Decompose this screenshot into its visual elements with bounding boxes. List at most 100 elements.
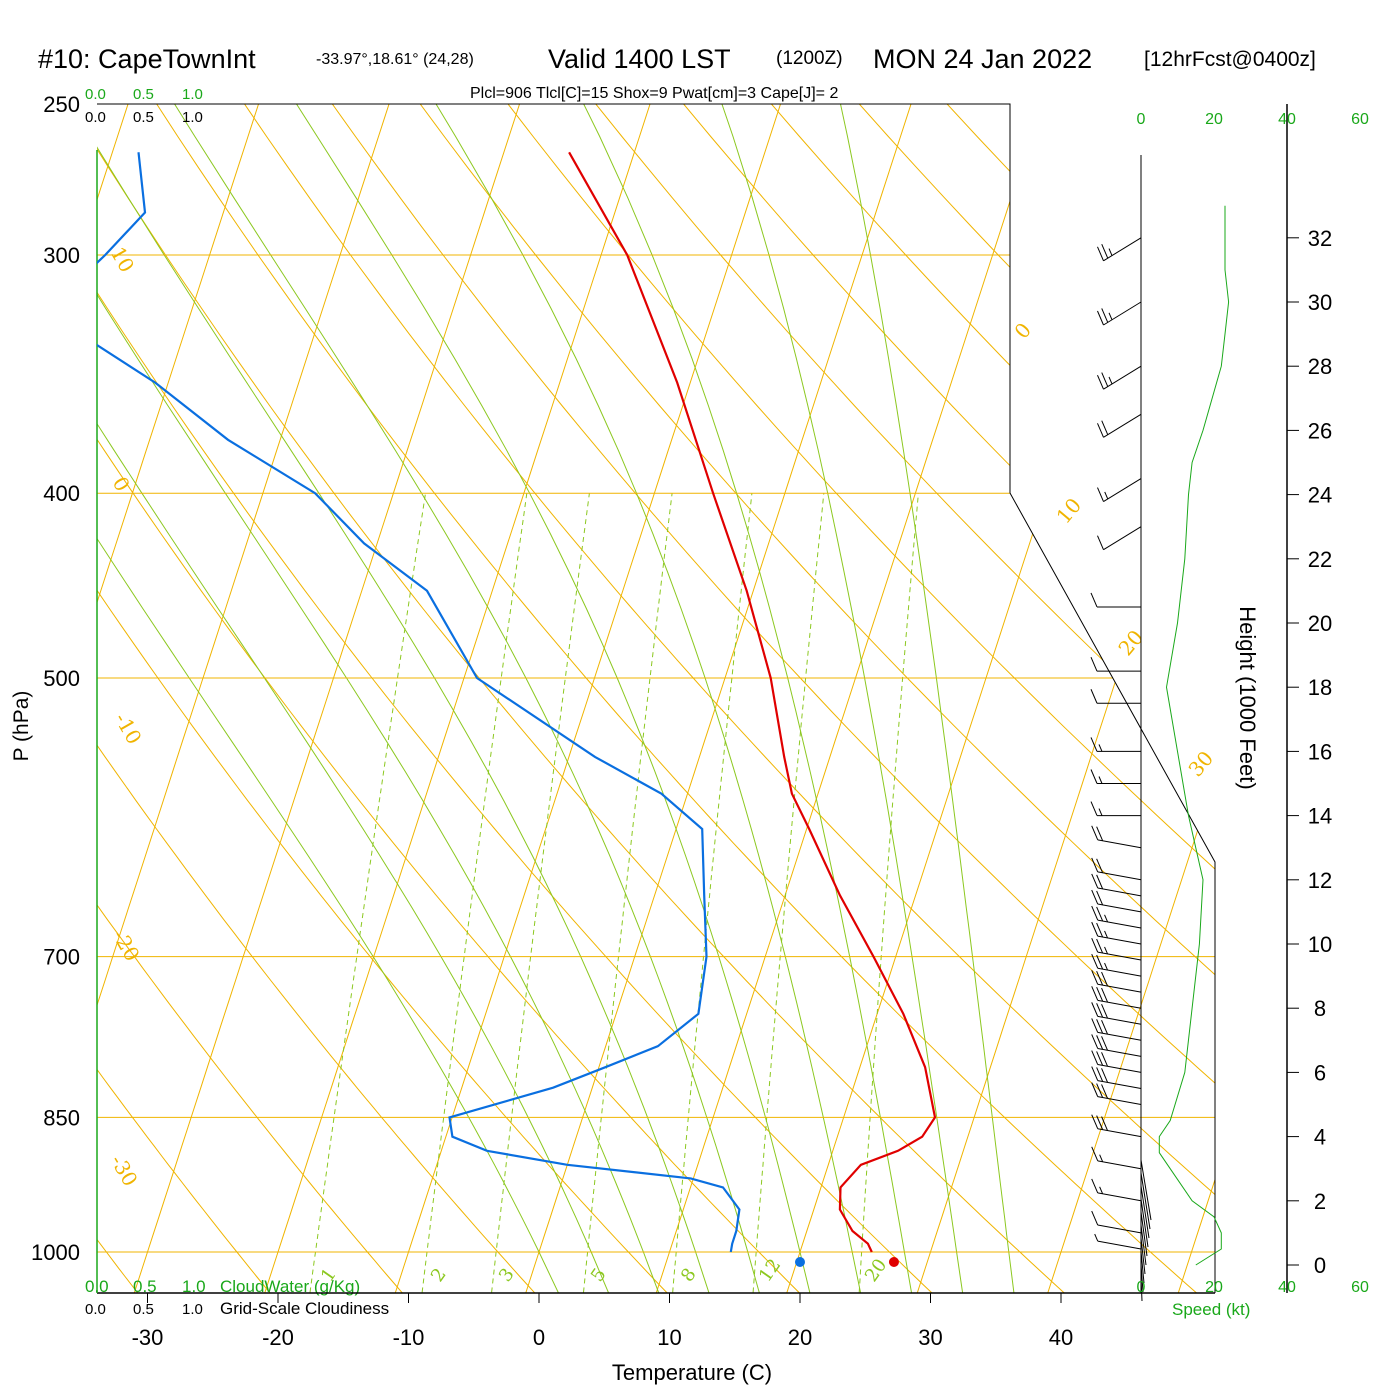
wind-barb-flag — [1097, 535, 1104, 550]
wind-barb-flag — [1101, 308, 1109, 323]
wind-barb-staff — [1097, 1047, 1142, 1057]
wind-barb-flag — [1096, 987, 1104, 1002]
dry-adiabat-line — [742, 104, 1215, 1293]
cloudwater-tick-top: 0.5 — [133, 86, 154, 103]
temperature-tick-label: -20 — [262, 1325, 294, 1350]
wind-barb-halfflag — [1104, 914, 1109, 923]
wind-barb — [1094, 1233, 1142, 1250]
wind-barb — [1090, 592, 1141, 608]
dry-adiabat-line — [97, 104, 436, 1293]
wind-barb-flag — [1091, 825, 1099, 841]
moist-adiabat-line — [152, 104, 771, 1293]
wind-barb-flag — [1091, 857, 1099, 873]
wind-barb-flag — [1097, 246, 1104, 261]
wind-barbs — [1090, 237, 1152, 1302]
wind-barb-staff — [1103, 478, 1142, 502]
wind-barb-flag — [1090, 769, 1098, 784]
dry-adiabat-label: -20 — [108, 926, 145, 966]
height-tick-label: 24 — [1308, 483, 1332, 508]
wind-barb-flag — [1091, 905, 1099, 921]
isotherm-line — [0, 70, 9, 1331]
wind-barb — [1091, 1034, 1142, 1057]
wind-barb-flag — [1091, 1082, 1099, 1097]
wind-barb-flag — [1091, 986, 1099, 1001]
wind-barb-flag — [1096, 1083, 1104, 1098]
height-tick-label: 22 — [1308, 547, 1332, 572]
surface-barb — [1140, 1185, 1150, 1239]
mixing-ratio-label: 2 — [427, 1264, 451, 1285]
dry-adiabat-line — [97, 104, 570, 1293]
wind-barb-flag — [1096, 970, 1104, 986]
dry-adiabat-line — [308, 104, 1215, 1293]
wind-barb-flag — [1091, 1178, 1099, 1194]
isotherm-line — [643, 104, 1053, 1293]
dry-adiabat-line — [568, 104, 1215, 1293]
height-tick-label: 16 — [1308, 739, 1332, 764]
height-tick-label: 28 — [1308, 354, 1332, 379]
wind-barb — [1097, 301, 1142, 326]
wind-barb-flag — [1097, 310, 1104, 326]
wind-barb-halfflag — [1108, 376, 1113, 385]
wind-barb — [1097, 413, 1142, 438]
isotherm-line — [97, 104, 401, 1293]
wind-barb — [1091, 1210, 1142, 1234]
isotherm-line — [121, 104, 531, 1293]
moist-adiabat-line — [97, 104, 722, 1293]
mixing-ratio-label: 8 — [677, 1264, 701, 1285]
wind-barb-flag — [1091, 970, 1099, 985]
dry-adiabat-line — [97, 104, 1107, 1293]
valid-time: Valid 1400 LST — [548, 44, 731, 74]
wind-barb-staff — [1097, 967, 1142, 977]
dry-adiabat-label: 20 — [1113, 625, 1148, 660]
isotherm-line — [97, 104, 270, 1293]
x-axis-title: Temperature (C) — [612, 1360, 772, 1385]
mixing-ratio-line — [421, 493, 528, 1293]
cloudwater-tick-bottom: 1.0 — [182, 1277, 206, 1296]
wind-barb-flag — [1101, 1003, 1109, 1019]
dry-adiabat-line — [1002, 104, 1215, 1293]
wind-barb-staff — [1097, 1015, 1142, 1025]
isotherm-line — [1165, 104, 1215, 1293]
height-tick-label: 32 — [1308, 226, 1332, 251]
wind-barb-flag — [1096, 1051, 1104, 1066]
wind-barb — [1091, 1082, 1142, 1105]
wind-barb-staff — [1097, 1128, 1142, 1138]
wind-barb — [1091, 1066, 1142, 1089]
height-tick-label: 18 — [1308, 675, 1332, 700]
moist-adiabat-line — [566, 104, 919, 1293]
speed-profile: 0246810121416182022242628303200202040406… — [1137, 104, 1369, 1296]
dry-adiabat-line — [1264, 70, 1400, 1331]
plot-frame — [97, 103, 1216, 1293]
dry-adiabat-label: 0 — [1009, 318, 1036, 343]
wind-barb — [1091, 970, 1142, 993]
wind-barb — [1097, 526, 1142, 551]
cloudwater-label: CloudWater (g/Kg) — [220, 1277, 360, 1296]
wind-barb-flag — [1101, 420, 1109, 435]
wind-barb-flag — [1091, 1050, 1099, 1065]
wind-barb-staff — [1097, 1096, 1142, 1105]
wind-barb-flag — [1090, 689, 1098, 704]
wind-barb-staff — [1097, 983, 1142, 993]
pressure-tick-label: 1000 — [31, 1240, 80, 1265]
cloudiness-tick-bottom: 0.5 — [133, 1301, 154, 1318]
wind-barb-flag — [1091, 937, 1099, 953]
wind-barb — [1090, 801, 1141, 817]
wind-barb-flag — [1096, 1019, 1104, 1034]
cloudiness-label: Grid-Scale Cloudiness — [220, 1299, 389, 1318]
wind-barb-flag — [1101, 1036, 1109, 1051]
isotherm-line — [512, 104, 923, 1293]
wind-barb-flag — [1096, 954, 1104, 970]
dry-adiabat-line — [481, 104, 1215, 1293]
mixing-ratio-line — [752, 493, 825, 1293]
height-tick-label: 8 — [1314, 996, 1326, 1021]
mixing-ratio-label: 20 — [861, 1255, 891, 1286]
dry-adiabat-line — [221, 104, 1215, 1293]
pressure-tick-label: 250 — [43, 92, 80, 117]
mixing-ratio-line — [672, 493, 753, 1293]
wind-barb-flag — [1091, 1210, 1099, 1226]
surface-barb — [1140, 1211, 1148, 1257]
temperature-line — [568, 151, 937, 1253]
cloudiness-tick-top: 1.0 — [182, 109, 203, 126]
wind-barb-flag — [1091, 1114, 1099, 1129]
